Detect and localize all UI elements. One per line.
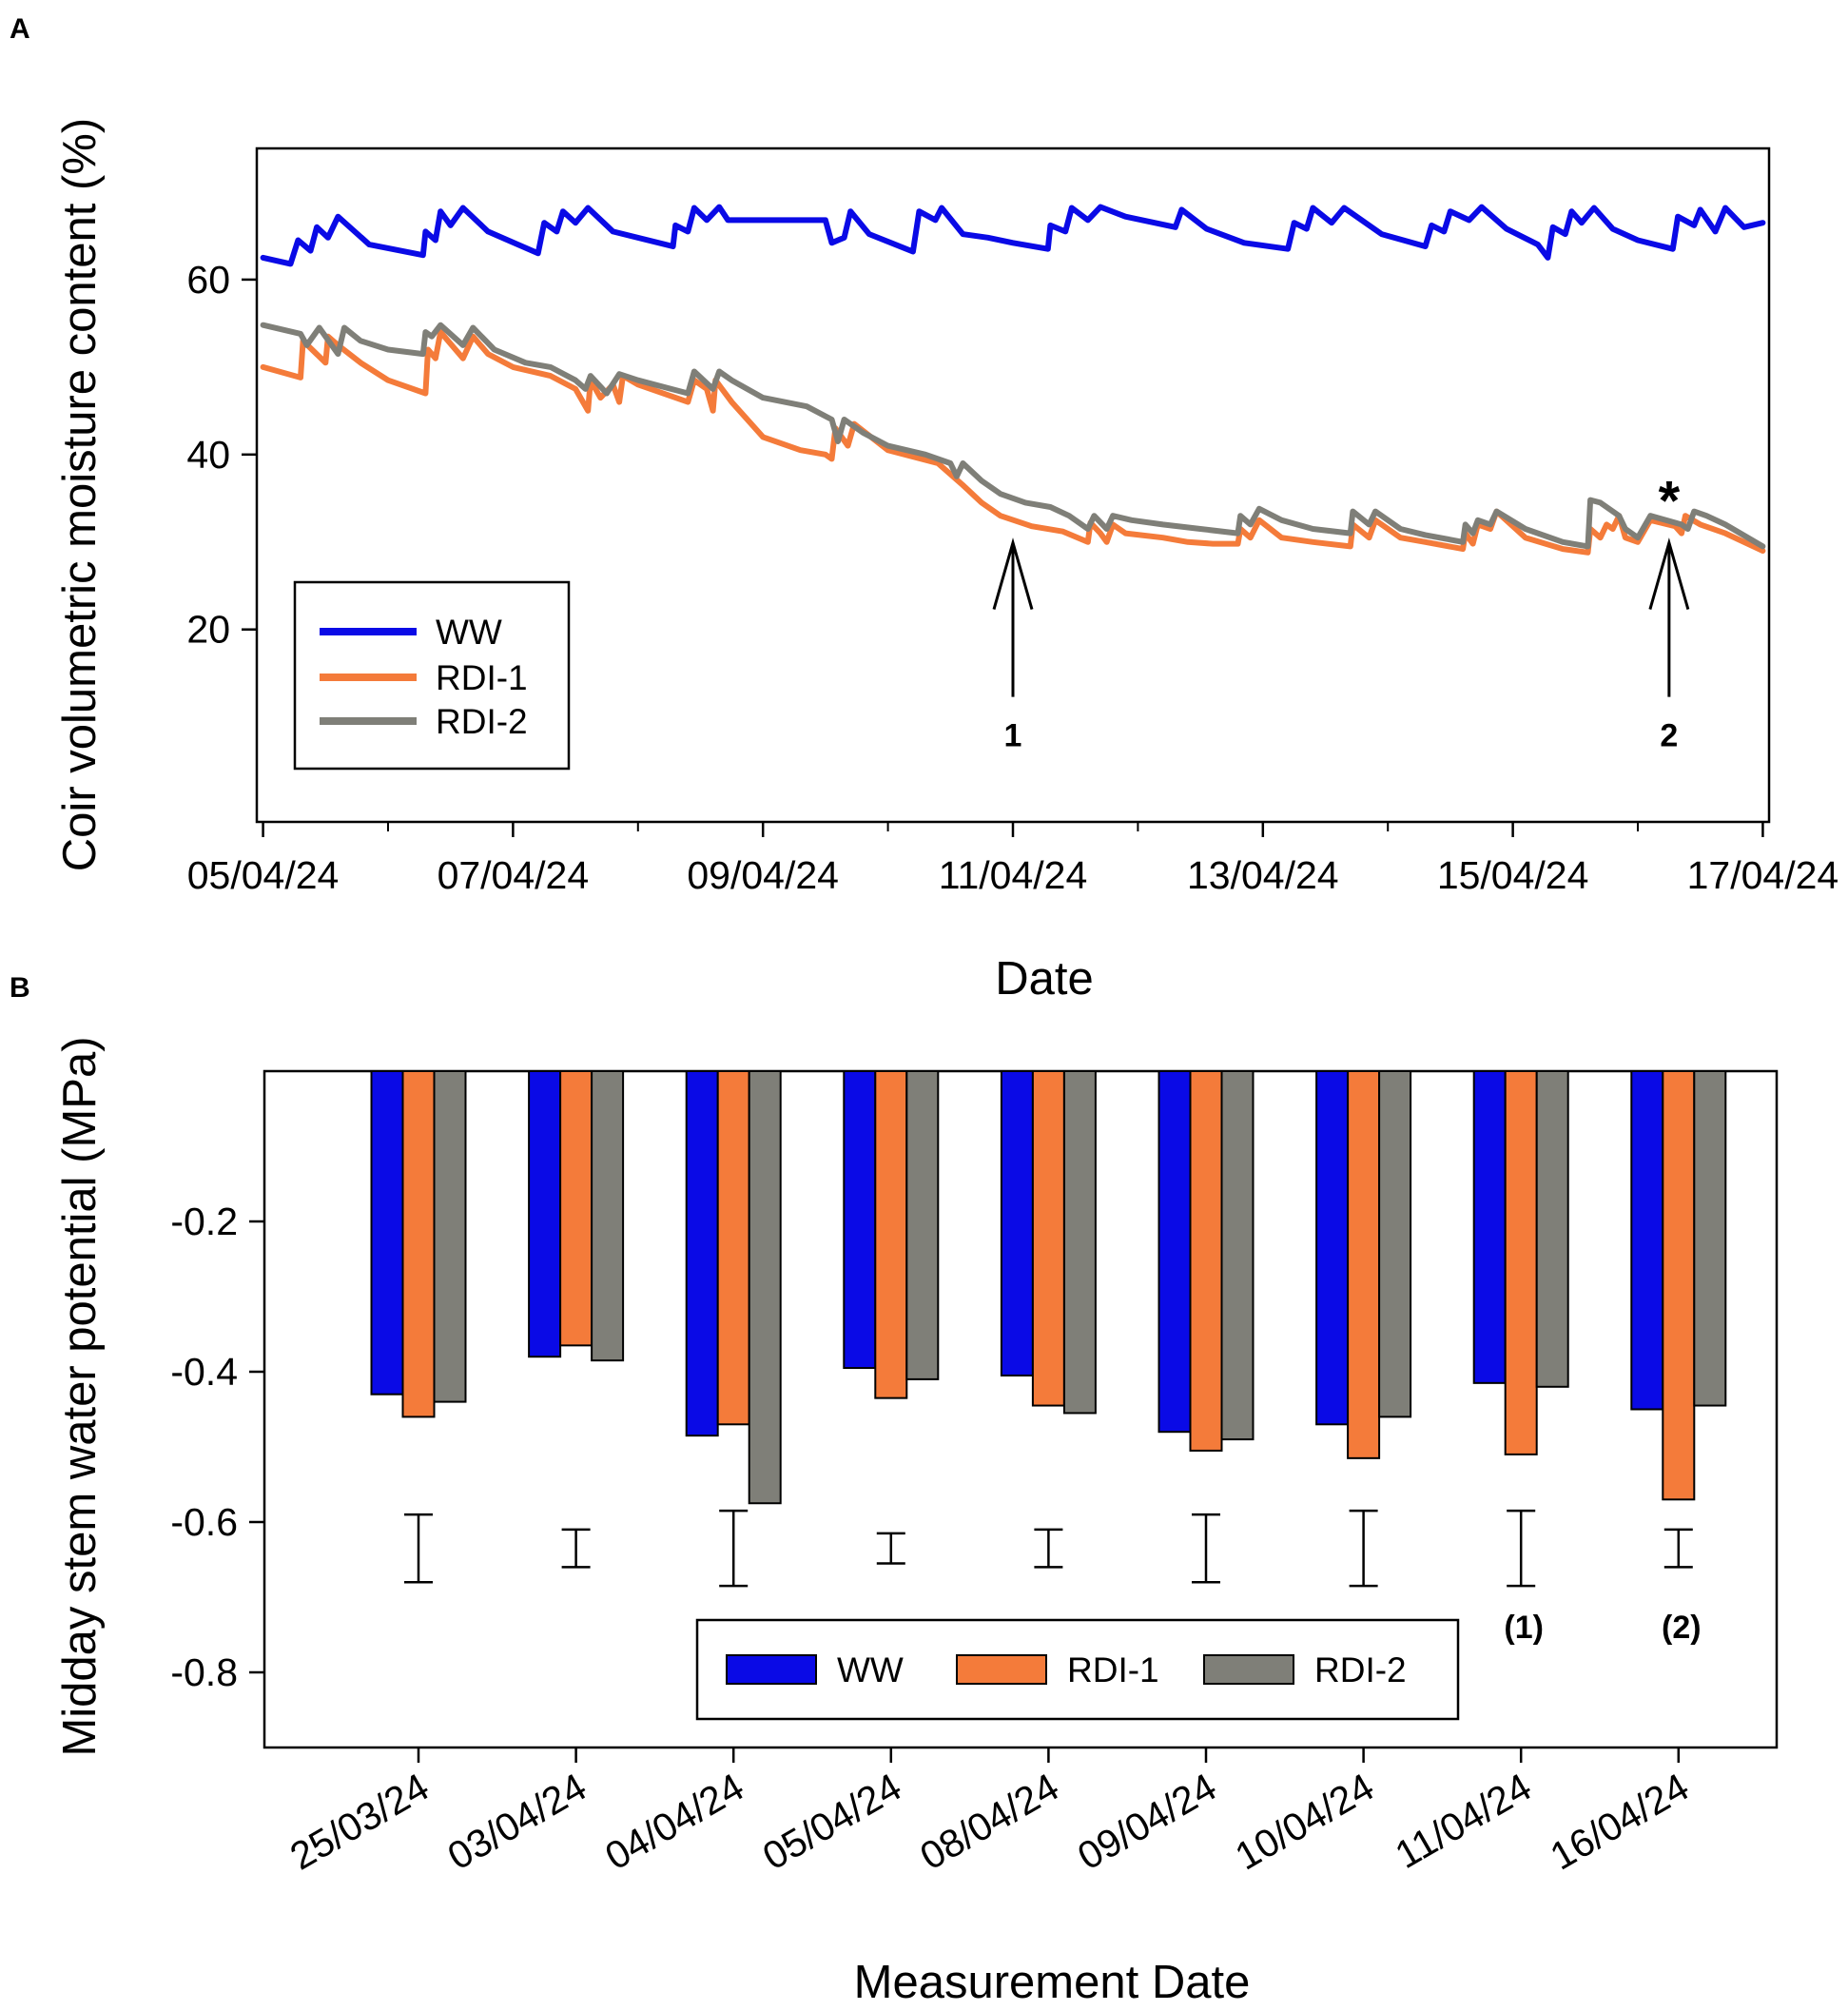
bar-rdi-2-10-04-24 (1378, 1070, 1412, 1418)
bar-rdi-1-25-03-24 (401, 1070, 436, 1418)
bar-ww-16-04-24 (1630, 1070, 1664, 1411)
y-tick-label: -0.8 (170, 1650, 238, 1694)
arrow-head (992, 537, 1034, 610)
legend-label-rdi-1: RDI-1 (436, 658, 528, 697)
panel-b-y-axis-title: Midday stem water potential (MPa) (54, 1036, 106, 1756)
legend-swatch-rdi-1 (956, 1654, 1047, 1685)
x-tick-label-03-04-24: 03/04/24 (440, 1765, 593, 1879)
bar-rdi-1-05-04-24 (874, 1070, 908, 1399)
panel-a-y-axis-title: Coir volumetric moisture content (%) (54, 118, 106, 871)
arrow-label-1: 1 (1004, 718, 1022, 754)
bar-ww-08-04-24 (1000, 1070, 1034, 1376)
y-tick-label: -0.2 (170, 1200, 238, 1243)
y-tick-label: 60 (186, 258, 230, 302)
arrow-head (1648, 537, 1690, 610)
panel-a-legend: WW RDI-1 RDI-2 (293, 580, 571, 771)
bar-rdi-1-03-04-24 (559, 1070, 593, 1347)
panel-b-y-axis: -0.2 -0.4 -0.6 -0.8 (170, 1200, 264, 1694)
series-line-rdi-2 (260, 322, 1766, 550)
y-tick-label: 20 (186, 608, 230, 652)
legend-label-rdi-1-b: RDI-1 (1067, 1650, 1159, 1689)
x-tick-label-13-04-24: 13/04/24 (1187, 853, 1339, 897)
x-tick-label-11-04-24: 11/04/24 (1388, 1765, 1539, 1877)
bar-ww-09-04-24 (1157, 1070, 1192, 1434)
y-tick-label: 40 (186, 433, 230, 477)
x-tick-label-11-04-24: 11/04/24 (939, 853, 1088, 897)
panel-a-series (260, 204, 1766, 556)
panel-b-lsd-bars: (1) (2) (404, 1509, 1702, 1646)
legend-label-ww-b: WW (837, 1650, 904, 1689)
bar-rdi-2-03-04-24 (591, 1070, 625, 1362)
x-tick-label-09-04-24: 09/04/24 (1070, 1765, 1223, 1879)
legend-swatch-ww (726, 1654, 817, 1685)
bar-rdi-1-08-04-24 (1031, 1070, 1065, 1407)
x-tick-label-09-04-24: 09/04/24 (687, 853, 839, 897)
x-tick-label-04-04-24: 04/04/24 (597, 1765, 750, 1879)
x-tick-label-05-04-24: 05/04/24 (755, 1765, 908, 1879)
x-tick-label-10-04-24: 10/04/24 (1228, 1765, 1381, 1879)
panel-b-legend-box (695, 1618, 1460, 1721)
category-note-2: (2) (1662, 1610, 1702, 1646)
panel-a-letter: A (10, 13, 30, 45)
bar-ww-05-04-24 (843, 1070, 877, 1370)
bar-ww-11-04-24 (1472, 1070, 1507, 1384)
y-tick-label: -0.4 (170, 1350, 238, 1394)
bar-rdi-1-09-04-24 (1189, 1070, 1223, 1452)
x-tick-label-08-04-24: 08/04/24 (913, 1765, 1066, 1879)
bar-rdi-2-09-04-24 (1220, 1070, 1255, 1441)
x-tick-label-15-04-24: 15/04/24 (1437, 853, 1589, 897)
series-line-rdi-1 (260, 329, 1766, 556)
x-tick-label-05-04-24: 05/04/24 (187, 853, 340, 897)
panel-a-x-axis: 05/04/24 07/04/24 09/04/24 11/04/24 13/04/24… (187, 822, 1838, 897)
panel-b-legend: WW RDI-1 RDI-2 (695, 1618, 1460, 1721)
legend-label-rdi-2: RDI-2 (436, 702, 528, 741)
x-tick-label-07-04-24: 07/04/24 (438, 853, 590, 897)
y-tick-label: -0.6 (170, 1500, 238, 1544)
panel-a-x-axis-title: Date (995, 953, 1094, 1005)
bar-rdi-2-25-03-24 (433, 1070, 467, 1403)
bar-ww-25-03-24 (370, 1070, 404, 1396)
x-tick-label-16-04-24: 16/04/24 (1543, 1765, 1696, 1879)
bar-rdi-1-11-04-24 (1504, 1070, 1538, 1455)
bar-ww-03-04-24 (528, 1070, 562, 1358)
category-note-1: (1) (1504, 1610, 1544, 1646)
bar-rdi-2-16-04-24 (1693, 1070, 1727, 1407)
x-tick-label-25-03-24: 25/03/24 (282, 1765, 436, 1879)
panel-b-x-axis: 25/03/24 03/04/24 04/04/24 05/04/24 08/04/24… (282, 1747, 1696, 1879)
bar-rdi-2-05-04-24 (905, 1070, 940, 1380)
significance-asterisk: * (1659, 470, 1681, 532)
bar-ww-04-04-24 (685, 1070, 719, 1437)
bar-rdi-1-16-04-24 (1662, 1070, 1696, 1501)
series-line-ww (260, 204, 1766, 267)
bar-rdi-2-04-04-24 (748, 1070, 782, 1505)
bar-rdi-2-08-04-24 (1062, 1070, 1097, 1415)
panel-b-letter: B (10, 972, 30, 1004)
legend-label-ww: WW (436, 613, 502, 652)
legend-swatch-rdi-2 (1203, 1654, 1294, 1685)
panel-b-x-axis-title: Measurement Date (854, 1957, 1251, 2008)
arrow-label-2: 2 (1660, 718, 1678, 754)
panel-b-bars (370, 1070, 1727, 1505)
bar-rdi-1-04-04-24 (716, 1070, 750, 1426)
bar-rdi-2-11-04-24 (1535, 1070, 1569, 1388)
x-tick-label-17-04-24: 17/04/24 (1687, 853, 1839, 897)
bar-ww-10-04-24 (1315, 1070, 1350, 1426)
panel-a-annotations: 1 2 * (992, 470, 1690, 754)
legend-label-rdi-2-b: RDI-2 (1314, 1650, 1407, 1689)
bar-rdi-1-10-04-24 (1347, 1070, 1381, 1459)
panel-a-y-axis: 20 40 60 (186, 258, 257, 652)
